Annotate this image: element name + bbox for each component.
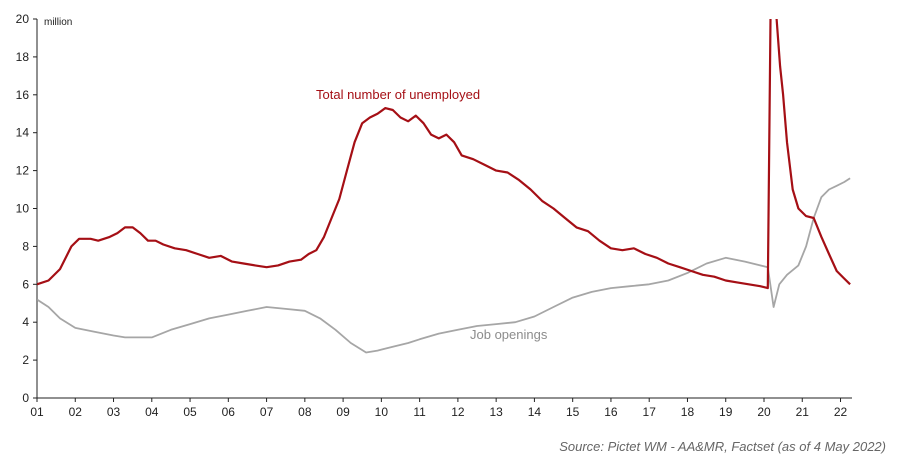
y-tick-label: 18 — [16, 50, 30, 64]
series-layer — [37, 19, 851, 354]
y-tick-label: 14 — [16, 126, 30, 140]
unemployed-line — [37, 19, 851, 290]
x-tick-label: 21 — [796, 405, 810, 419]
x-tick-label: 05 — [183, 405, 197, 419]
x-tick-label: 08 — [298, 405, 312, 419]
x-tick-label: 12 — [451, 405, 465, 419]
y-tick-label: 0 — [22, 391, 29, 405]
x-tick-label: 19 — [719, 405, 733, 419]
x-tick-label: 13 — [489, 405, 503, 419]
y-tick-label: 8 — [22, 239, 29, 253]
x-tick-label: 18 — [681, 405, 695, 419]
x-tick-label: 04 — [145, 405, 159, 419]
job-openings-series-label: Job openings — [470, 327, 548, 342]
y-tick-label: 16 — [16, 88, 30, 102]
x-tick-label: 14 — [528, 405, 542, 419]
job-openings-line — [37, 177, 851, 354]
x-tick-label: 06 — [222, 405, 236, 419]
x-tick-label: 17 — [643, 405, 657, 419]
y-axis-unit-label: million — [44, 17, 72, 28]
x-tick-label: 01 — [30, 405, 44, 419]
x-tick-label: 11 — [413, 405, 426, 419]
x-tick-label: 15 — [566, 405, 580, 419]
x-tick-label: 09 — [336, 405, 350, 419]
y-tick-label: 12 — [16, 164, 30, 178]
x-tick-label: 16 — [604, 405, 618, 419]
y-tick-label: 6 — [22, 277, 29, 291]
y-tick-label: 2 — [22, 353, 29, 367]
y-tick-label: 4 — [22, 315, 29, 329]
unemployed-series-label: Total number of unemployed — [316, 87, 480, 102]
x-tick-label: 10 — [375, 405, 389, 419]
source-note: Source: Pictet WM - AA&MR, Factset (as o… — [559, 439, 886, 454]
x-tick-label: 02 — [69, 405, 83, 419]
x-tick-label: 20 — [757, 405, 771, 419]
y-tick-label: 10 — [16, 202, 30, 216]
x-tick-label: 22 — [834, 405, 848, 419]
x-tick-label: 03 — [107, 405, 121, 419]
x-tick-label: 07 — [260, 405, 274, 419]
y-tick-label: 20 — [16, 12, 30, 26]
